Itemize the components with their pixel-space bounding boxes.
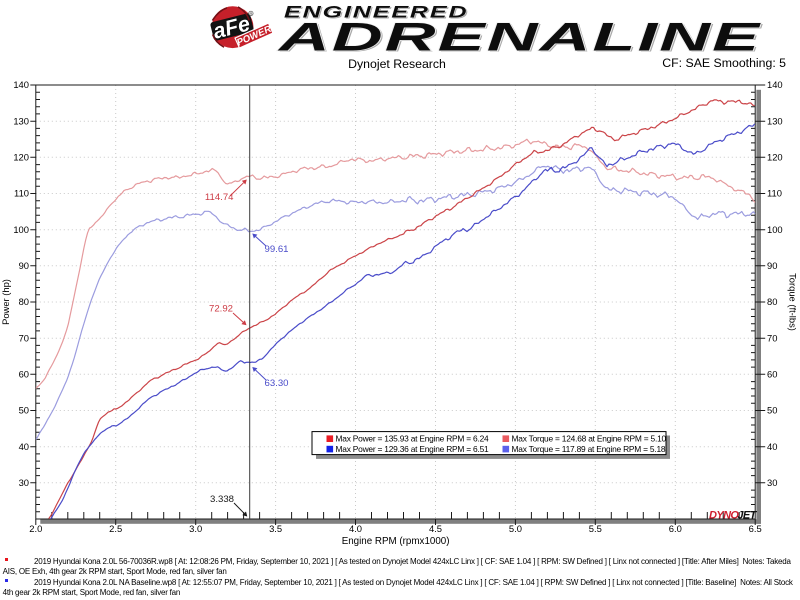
svg-text:100: 100	[13, 224, 29, 235]
svg-text:140: 140	[13, 79, 29, 90]
svg-text:Power (hp): Power (hp)	[0, 279, 11, 325]
svg-text:120: 120	[767, 152, 783, 163]
svg-text:Torque (ft-lbs): Torque (ft-lbs)	[788, 273, 799, 331]
svg-text:4.0: 4.0	[349, 523, 362, 534]
svg-text:Max Torque = 124.68 at Engine: Max Torque = 124.68 at Engine RPM = 5.10	[512, 434, 667, 444]
svg-text:2.5: 2.5	[109, 523, 122, 534]
svg-text:ENGINEERED: ENGINEERED	[285, 5, 469, 23]
svg-text:110: 110	[14, 188, 29, 199]
svg-text:70: 70	[767, 332, 777, 343]
svg-text:40: 40	[19, 441, 29, 452]
svg-text:CF: SAE Smoothing: 5: CF: SAE Smoothing: 5	[662, 56, 786, 70]
svg-text:Dynojet Research: Dynojet Research	[348, 57, 446, 71]
svg-text:Engine RPM (rpmx1000): Engine RPM (rpmx1000)	[342, 536, 450, 547]
svg-text:5.0: 5.0	[509, 523, 522, 534]
svg-text:80: 80	[19, 296, 29, 307]
svg-text:Max Power = 129.36 at Engine R: Max Power = 129.36 at Engine RPM = 6.51	[336, 444, 490, 454]
svg-text:70: 70	[19, 332, 29, 343]
svg-text:3.5: 3.5	[269, 523, 282, 534]
svg-text:63.30: 63.30	[265, 378, 289, 389]
svg-text:60: 60	[767, 369, 777, 380]
svg-text:30: 30	[19, 477, 29, 488]
svg-text:50: 50	[767, 405, 777, 416]
svg-text:130: 130	[13, 115, 29, 126]
svg-text:90: 90	[19, 260, 29, 271]
svg-text:50: 50	[19, 405, 29, 416]
svg-text:2.0: 2.0	[29, 523, 42, 534]
svg-text:ENGINEERED: ENGINEERED	[284, 4, 468, 22]
svg-text:90: 90	[767, 260, 777, 271]
svg-text:140: 140	[767, 79, 783, 90]
svg-text:30: 30	[767, 477, 777, 488]
svg-text:114.74: 114.74	[205, 192, 234, 203]
svg-text:3.0: 3.0	[189, 523, 202, 534]
svg-text:5.5: 5.5	[589, 523, 602, 534]
svg-text:ADRENALINE: ADRENALINE	[278, 16, 763, 60]
svg-text:DYNOJET: DYNOJET	[709, 509, 758, 521]
svg-text:4.5: 4.5	[429, 523, 442, 534]
svg-text:Max Power = 135.93 at Engine R: Max Power = 135.93 at Engine RPM = 6.24	[336, 434, 490, 444]
svg-text:80: 80	[767, 296, 777, 307]
svg-text:130: 130	[767, 115, 783, 126]
svg-text:Max Torque = 117.89 at Engine: Max Torque = 117.89 at Engine RPM = 5.18	[512, 444, 666, 454]
svg-text:72.92: 72.92	[209, 304, 233, 315]
svg-text:R: R	[249, 11, 252, 16]
svg-text:100: 100	[767, 224, 783, 235]
svg-text:60: 60	[19, 369, 29, 380]
svg-text:ADRENALINE: ADRENALINE	[277, 15, 762, 59]
svg-text:110: 110	[767, 188, 782, 199]
svg-text:3.338: 3.338	[210, 494, 234, 505]
svg-text:40: 40	[767, 441, 777, 452]
svg-text:6.5: 6.5	[749, 523, 762, 534]
svg-text:99.61: 99.61	[265, 244, 289, 255]
svg-text:6.0: 6.0	[669, 523, 682, 534]
svg-text:120: 120	[13, 152, 29, 163]
